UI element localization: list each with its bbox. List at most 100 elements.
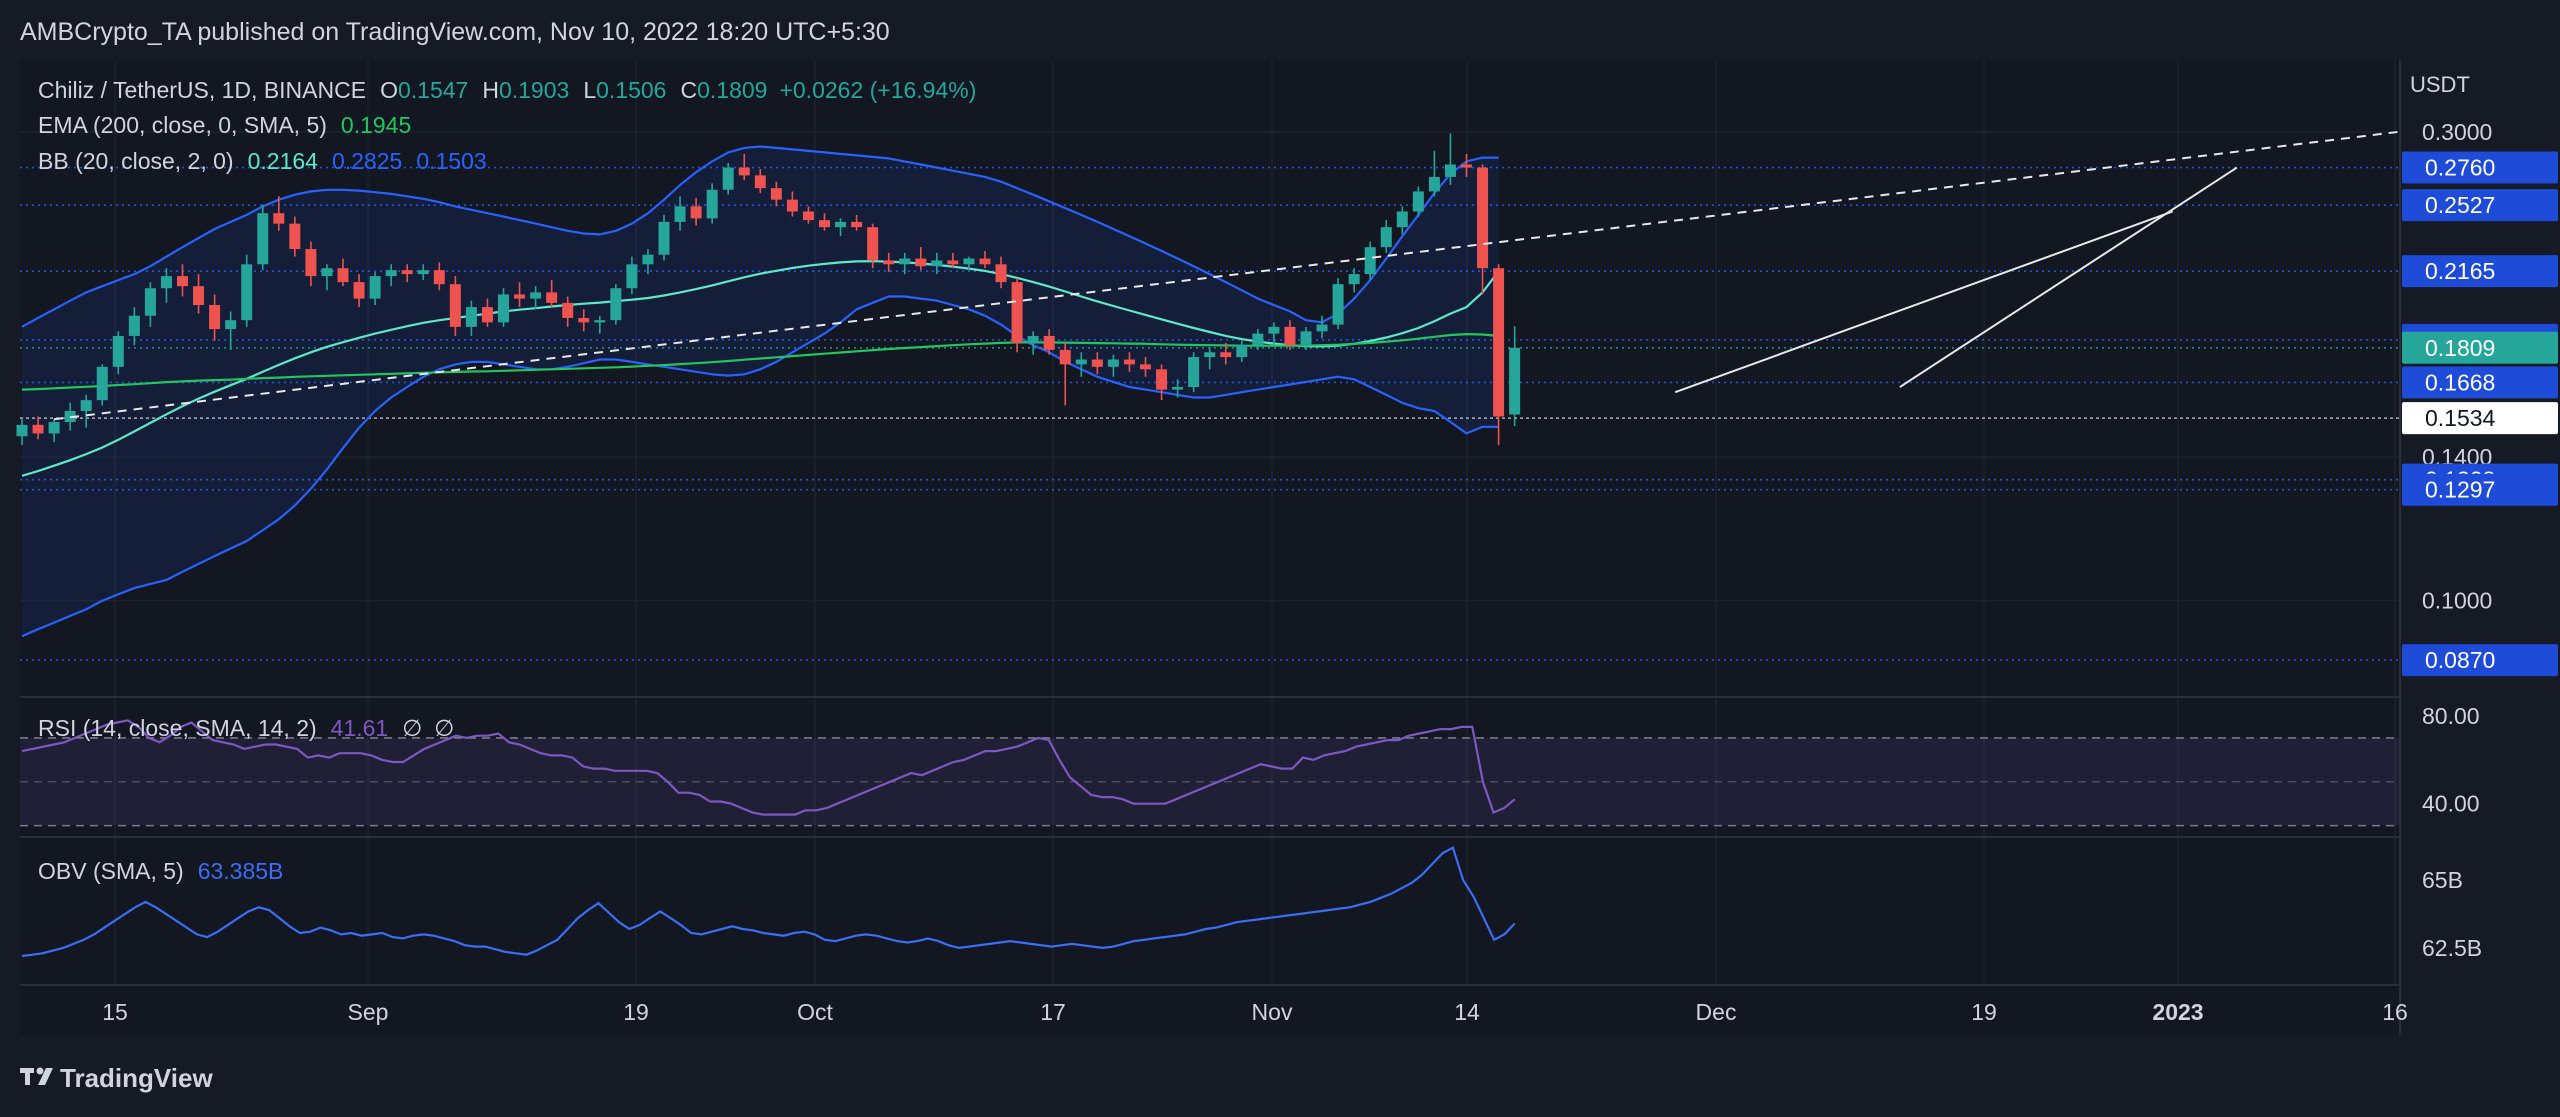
price-level-label-text: 0.1809 xyxy=(2425,335,2495,361)
candle xyxy=(963,256,975,271)
candle xyxy=(289,216,301,257)
candle xyxy=(225,311,237,350)
candle-body xyxy=(1428,176,1440,192)
candle xyxy=(1107,354,1119,377)
time-axis-label: 16 xyxy=(2382,999,2408,1025)
candle xyxy=(706,183,718,224)
rsi-tick-label: 80.00 xyxy=(2422,703,2480,729)
candle xyxy=(193,274,205,314)
time-axis-label: Sep xyxy=(348,999,389,1025)
candle-body xyxy=(706,189,718,219)
chart-frame xyxy=(20,60,2400,1035)
symbol-legend: Chiliz / TetherUS, 1D, BINANCE O0.1547 H0.… xyxy=(38,77,976,103)
price-level-label-bg xyxy=(2402,331,2558,364)
bollinger-upper-band xyxy=(21,145,1499,328)
candle-body xyxy=(642,254,654,265)
candle xyxy=(1444,133,1456,185)
candle xyxy=(883,252,895,273)
candle-body xyxy=(80,400,92,411)
obv-pane[interactable] xyxy=(21,846,1516,958)
candle xyxy=(144,282,156,327)
candle xyxy=(128,307,140,346)
price-level-label: 0.2165 xyxy=(2402,255,2558,288)
candle-body xyxy=(481,307,493,323)
horizontal-level-lines xyxy=(20,166,2400,661)
candle xyxy=(1140,357,1151,377)
time-axis-label: 19 xyxy=(623,999,649,1025)
candle-body xyxy=(257,213,269,265)
candle xyxy=(835,218,847,237)
candle-body xyxy=(658,221,670,255)
candle xyxy=(770,181,782,207)
candle xyxy=(674,196,686,231)
ema-label: EMA (200, close, 0, SMA, 5) xyxy=(38,112,327,138)
price-pane[interactable] xyxy=(16,130,2401,661)
candle-body xyxy=(144,288,156,316)
candle-body xyxy=(995,264,1007,283)
candle xyxy=(514,282,526,308)
candle-body xyxy=(1284,326,1296,346)
rsi-axis-ticks: 80.00 40.00 xyxy=(2422,703,2480,817)
candle-body xyxy=(1364,247,1376,275)
candle-body xyxy=(979,258,991,265)
close-value: 0.1809 xyxy=(697,77,767,103)
tradingview-logo[interactable]: TradingView xyxy=(20,1063,213,1093)
candle xyxy=(1300,326,1312,350)
price-level-label-bg xyxy=(2402,644,2558,677)
candle xyxy=(465,300,477,336)
rsi-legend[interactable]: RSI (14, close, SMA, 14, 2) 41.61 ∅ ∅ xyxy=(38,715,454,741)
price-level-label-text: 0.1534 xyxy=(2425,405,2496,431)
obv-label: OBV (SMA, 5) xyxy=(38,858,184,884)
price-level-label-text: 0.2760 xyxy=(2425,155,2495,181)
brand-name: TradingView xyxy=(60,1063,213,1093)
candle-body xyxy=(465,307,477,327)
time-axis-label: Nov xyxy=(1252,999,1293,1025)
price-level-label: 0.1534 xyxy=(2402,402,2558,435)
candle-body xyxy=(177,276,188,287)
price-level-label-bg xyxy=(2402,151,2558,184)
candle-body xyxy=(1348,274,1360,285)
candle-body xyxy=(1188,357,1200,388)
candle xyxy=(481,298,493,327)
candle-body xyxy=(1107,359,1119,367)
candle xyxy=(257,204,269,271)
trendlines[interactable] xyxy=(53,130,2398,421)
candle xyxy=(642,249,654,275)
candle-body xyxy=(385,270,397,277)
candle xyxy=(867,223,879,269)
candle-body xyxy=(417,270,429,275)
candle-body xyxy=(193,286,205,305)
candle xyxy=(32,416,44,440)
candle-body xyxy=(915,258,927,267)
tradingview-logo-icon xyxy=(20,1067,53,1085)
candle-body xyxy=(401,270,413,275)
candle-body xyxy=(562,302,574,318)
candle-body xyxy=(498,294,509,323)
candle-body xyxy=(802,211,814,221)
price-axis-background[interactable] xyxy=(2400,60,2560,1035)
rsi-tick-label: 40.00 xyxy=(2422,791,2480,817)
candle xyxy=(1075,352,1087,377)
price-level-label-text: 0.1297 xyxy=(2425,477,2495,503)
rsi-extra-2: ∅ xyxy=(434,715,454,741)
obv-legend[interactable]: OBV (SMA, 5) 63.385B xyxy=(38,858,283,884)
ema-legend: EMA (200, close, 0, SMA, 5) 0.1945 xyxy=(38,112,411,138)
candle-body xyxy=(289,223,301,250)
time-axis-label: Dec xyxy=(1696,999,1737,1025)
candle xyxy=(1236,340,1248,362)
candle-body xyxy=(1027,335,1039,343)
candle-body xyxy=(321,268,333,277)
price-level-label-text: 0.0870 xyxy=(2425,647,2495,673)
currency-label: USDT xyxy=(2410,72,2470,97)
main-legend[interactable]: Chiliz / TetherUS, 1D, BINANCE O0.1547 H0.… xyxy=(38,77,976,174)
candle xyxy=(1412,186,1424,217)
time-axis-labels[interactable]: 15 Sep 19 Oct 17 Nov 14 Dec 19 2023 16 xyxy=(102,999,2408,1025)
low-value: 0.1506 xyxy=(596,77,666,103)
rsi-label: RSI (14, close, SMA, 14, 2) xyxy=(38,715,317,741)
rising-wedge-line xyxy=(1899,166,2238,388)
candle-body xyxy=(770,188,782,200)
candle-body xyxy=(32,424,44,434)
rising-wedge-line xyxy=(1674,210,2174,394)
rsi-pane[interactable] xyxy=(20,719,2400,827)
